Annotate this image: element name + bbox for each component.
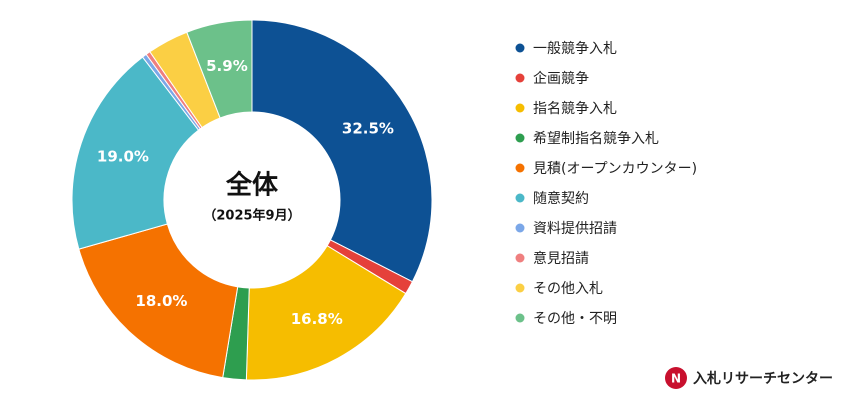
value-label: 5.9% <box>206 57 248 75</box>
legend-label: 資料提供招請 <box>533 221 617 237</box>
slice <box>78 223 239 379</box>
legend-marker <box>515 103 525 113</box>
brand-logo: N 入札リサーチセンター <box>665 367 833 389</box>
slice <box>251 19 433 283</box>
chart-subtitle: （2025年9月） <box>203 208 300 224</box>
value-label: 19.0% <box>97 148 149 166</box>
legend-marker <box>515 313 525 323</box>
brand-name: 入札リサーチセンター <box>693 370 833 387</box>
legend-marker <box>515 133 525 143</box>
logo-icon <box>665 367 687 389</box>
legend-marker <box>515 193 525 203</box>
legend-label: 希望制指名競争入札 <box>533 131 659 147</box>
chart-title: 全体 <box>225 170 279 201</box>
value-label: 16.8% <box>291 310 343 328</box>
legend-marker <box>515 43 525 53</box>
legend-label: 一般競争入札 <box>533 41 617 57</box>
legend-label: 企画競争 <box>533 70 589 87</box>
legend-marker <box>515 223 525 233</box>
legend-label: 随意契約 <box>533 190 589 207</box>
legend-marker <box>515 283 525 293</box>
legend-marker <box>515 73 525 83</box>
value-label: 32.5% <box>342 119 394 137</box>
slice <box>186 19 253 119</box>
slice <box>71 56 200 250</box>
legend-label: 見積(オープンカウンター) <box>533 161 697 177</box>
legend-label: その他入札 <box>533 281 603 297</box>
legend-marker <box>515 163 525 173</box>
legend-label: 意見招請 <box>533 250 589 267</box>
value-label: 18.0% <box>135 292 187 310</box>
legend-marker <box>515 253 525 263</box>
slice <box>245 245 407 381</box>
legend-label: 指名競争入札 <box>533 101 617 117</box>
logo-mark: N <box>671 372 681 386</box>
legend-label: その他・不明 <box>533 311 617 327</box>
